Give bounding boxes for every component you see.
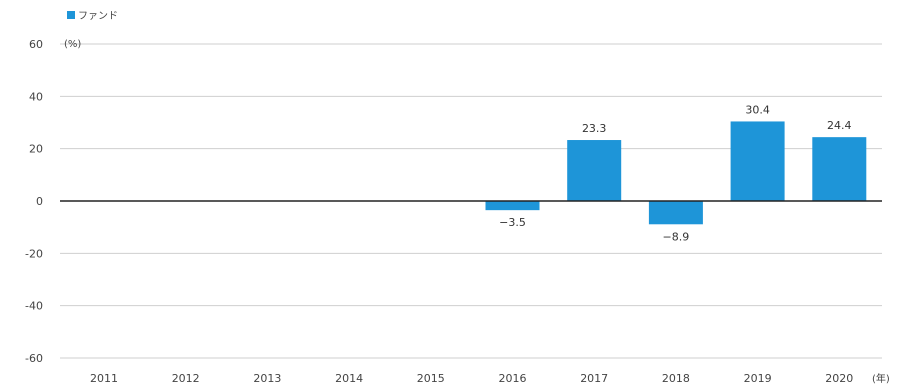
legend: ファンド: [67, 11, 118, 22]
bar-value-label: 30.4: [745, 103, 770, 116]
bar: [648, 201, 703, 225]
y-tick-label: 20: [29, 143, 43, 156]
y-tick-label: 60: [29, 38, 43, 51]
x-tick-label: 2017: [580, 372, 608, 385]
y-tick-label: 0: [36, 195, 43, 208]
bar-value-label: −3.5: [499, 216, 526, 229]
bar: [730, 121, 785, 201]
x-tick-label: 2016: [499, 372, 527, 385]
y-tick-labels: 60 40 20 0 -20 -40 -60: [25, 38, 43, 365]
y-tick-label: 40: [29, 90, 43, 103]
x-tick-label: 2019: [744, 372, 772, 385]
x-tick-label: 2020: [825, 372, 853, 385]
x-tick-label: 2011: [90, 372, 118, 385]
bars: [485, 121, 867, 225]
y-tick-label: -20: [25, 247, 43, 260]
x-tick-label: 2013: [253, 372, 281, 385]
y-tick-label: -60: [25, 352, 43, 365]
bar-value-label: 24.4: [827, 119, 852, 132]
y-tick-label: -40: [25, 300, 43, 313]
bar-labels: −3.5 23.3 −8.9 30.4 24.4: [499, 103, 851, 243]
x-unit-label: (年): [872, 372, 890, 385]
x-tick-label: 2014: [335, 372, 363, 385]
bar-value-label: 23.3: [582, 122, 607, 135]
bar: [812, 137, 867, 201]
bar: [485, 201, 540, 211]
y-unit-label: (%): [64, 39, 81, 50]
legend-swatch: [67, 11, 75, 19]
x-tick-label: 2012: [172, 372, 200, 385]
bar-value-label: −8.9: [663, 230, 690, 243]
x-tick-label: 2018: [662, 372, 690, 385]
bar: [567, 140, 622, 201]
x-tick-labels: 2011 2012 2013 2014 2015 2016 2017 2018 2019 2020: [90, 372, 853, 385]
gridlines: [60, 43, 882, 359]
legend-label: ファンド: [78, 11, 118, 22]
x-tick-label: 2015: [417, 372, 445, 385]
